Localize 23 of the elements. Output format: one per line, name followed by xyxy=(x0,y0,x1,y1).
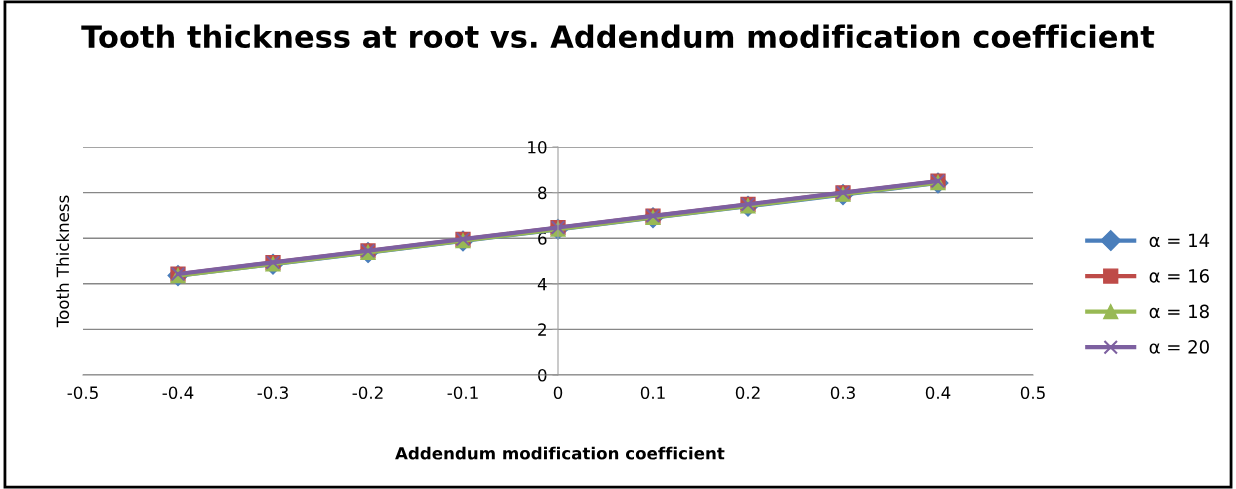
x-axis-title: Addendum modification coefficient xyxy=(395,446,725,460)
y-axis-title: Tooth Thickness xyxy=(56,195,70,328)
x-tick-label: -0.5 xyxy=(67,386,98,400)
legend-label: α = 20 xyxy=(1149,340,1209,354)
legend-label: α = 16 xyxy=(1149,269,1209,283)
x-tick-label: -0.4 xyxy=(162,386,194,400)
legend-label: α = 18 xyxy=(1149,304,1209,319)
y-tick-label: 8 xyxy=(538,186,547,200)
x-tick-label: 0.1 xyxy=(640,386,665,400)
x-tick-label: -0.1 xyxy=(447,386,478,400)
legend-label: α = 14 xyxy=(1149,233,1210,248)
x-tick-label: -0.2 xyxy=(352,386,383,400)
x-tick-label: 0.2 xyxy=(735,386,760,400)
y-tick-label: 0 xyxy=(538,368,547,382)
x-tick-label: 0 xyxy=(553,386,563,400)
y-tick-label: 2 xyxy=(538,323,546,336)
x-tick-label: 0.3 xyxy=(830,386,855,400)
y-tick-label: 10 xyxy=(528,140,547,154)
chart-title: Tooth thickness at root vs. Addendum modification coefficient xyxy=(81,24,1155,49)
x-tick-label: 0.5 xyxy=(1020,386,1045,400)
y-tick-label: 4 xyxy=(537,277,547,291)
x-tick-label: -0.3 xyxy=(257,386,288,400)
x-tick-label: 0.4 xyxy=(925,386,951,400)
